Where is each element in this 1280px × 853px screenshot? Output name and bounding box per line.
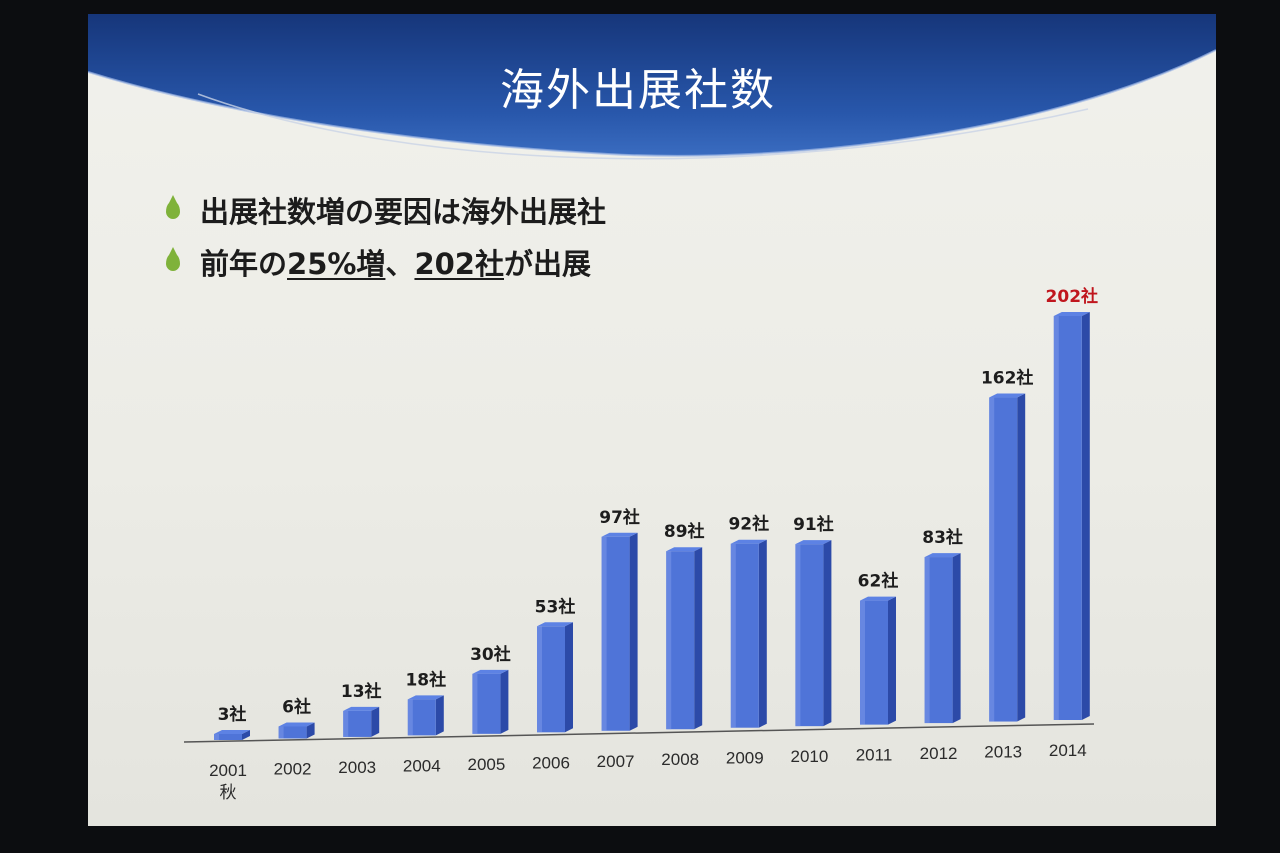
category-tick-label: 2005 (467, 755, 505, 774)
bar-value-label: 13社 (341, 681, 382, 702)
bullet-2-text-pre: 前年の (200, 247, 288, 281)
bar (343, 706, 380, 737)
bullet-2-text-mid: 、 (385, 247, 415, 281)
bar (407, 695, 444, 736)
category-tick-label: 2006 (532, 753, 570, 772)
bar-value-label: 30社 (470, 644, 511, 665)
value-labels-group: 3社 6社 13社 18社 30社 53社 97社 89社 92社 91社 62社 83社 162社 20… (218, 286, 1098, 725)
slide-header-band (88, 14, 1216, 160)
bar-value-label: 18社 (405, 669, 446, 690)
category-tick-label: 2003 (338, 758, 376, 777)
bar-value-label: 53社 (535, 596, 576, 617)
category-tick-label: 2011 (856, 746, 893, 765)
bullet-2: 前年の 25%増、 202社 が出展 (166, 242, 591, 282)
bar (214, 730, 250, 740)
slide: 海外出展社数 出展社数増の要因は海外出展社 前年の 25%増、 202社 が出展 3社… (88, 14, 1216, 826)
bars-group (214, 312, 1090, 740)
bar (860, 596, 896, 725)
bar-value-label: 202社 (1046, 286, 1099, 307)
bar (601, 532, 638, 731)
droplet-bullet-icon (166, 247, 180, 271)
bar-chart: 3社 6社 13社 18社 30社 53社 97社 89社 92社 91社 62社 83社 162社 20… (183, 286, 1098, 802)
bar-value-label: 62社 (858, 571, 899, 592)
bullet-2-underline-count: 202社 (414, 247, 504, 281)
bullet-1-text: 出展社数増の要因は海外出展社 (200, 195, 607, 229)
category-tick-label: 2007 (597, 752, 635, 771)
droplet-bullet-icon (166, 195, 180, 219)
bar-value-label: 92社 (728, 514, 769, 535)
category-tick-label: 2013 (984, 743, 1022, 762)
bullet-1: 出展社数増の要因は海外出展社 (166, 190, 606, 230)
category-tick-label: 2002 (274, 759, 312, 778)
bullet-2-text-post: が出展 (504, 247, 592, 281)
bar (537, 622, 573, 733)
category-tick-label: 2010 (790, 747, 828, 766)
bar-value-label: 97社 (599, 507, 640, 528)
bar (730, 539, 767, 728)
category-tick-label: 2008 (661, 750, 699, 769)
bar (1053, 312, 1090, 720)
bar-value-label: 91社 (793, 514, 834, 535)
bullet-2-underline-growth: 25%増 (287, 247, 386, 281)
category-tick-label: 2014 (1049, 741, 1087, 760)
category-labels-group: 2001 秋 2002 2003 2004 2005 2006 2007 2008 2009 201… (209, 741, 1087, 802)
category-tick-label: 2012 (920, 744, 958, 763)
bar-value-label: 3社 (218, 704, 247, 725)
bar (989, 393, 1026, 722)
bar-value-label: 162社 (981, 368, 1033, 389)
bar (472, 669, 509, 734)
category-tick-label: 2004 (403, 756, 441, 775)
x-axis-line (183, 723, 1095, 743)
category-tick-label: 2001 秋 (209, 761, 247, 802)
bar-value-label: 89社 (664, 521, 705, 542)
bar-value-label: 6社 (282, 696, 311, 717)
bar-value-label: 83社 (922, 527, 963, 548)
bar (924, 553, 961, 724)
category-tick-label: 2009 (726, 749, 764, 768)
slide-title: 海外出展社数 (500, 65, 776, 116)
bar (795, 540, 832, 727)
bar (666, 547, 703, 730)
bar (278, 722, 315, 739)
